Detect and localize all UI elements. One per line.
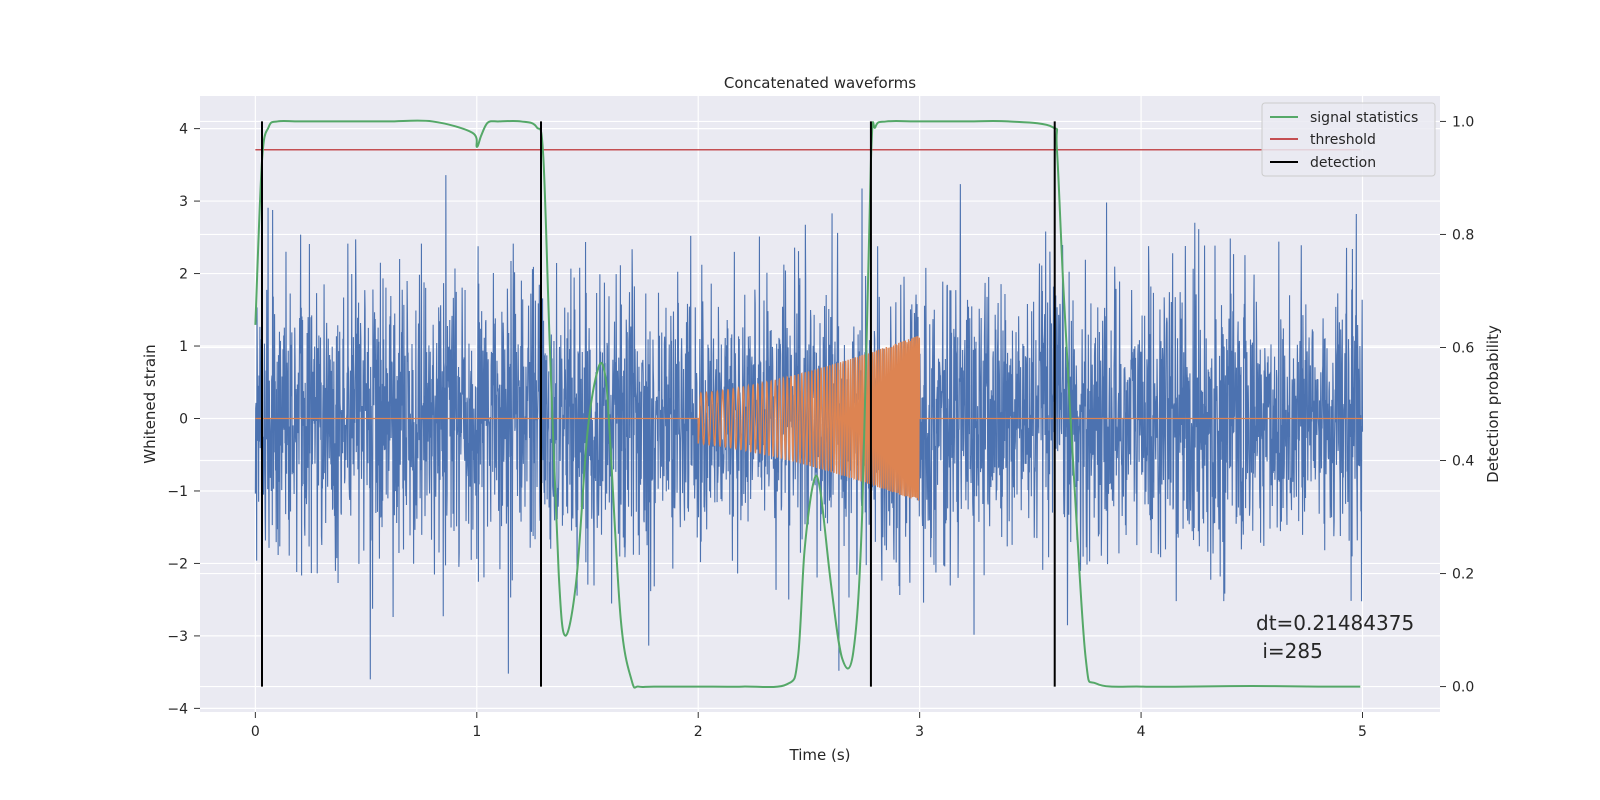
- legend: signal statistics threshold detection: [1261, 102, 1436, 177]
- x-tick-label: 3: [915, 724, 924, 740]
- y-left-tick-label: 4: [179, 122, 188, 138]
- x-tick-label: 4: [1137, 724, 1146, 740]
- y-right-tick-label: 0.0: [1452, 680, 1474, 696]
- annotation-dt: dt=0.21484375: [1256, 611, 1414, 635]
- annotation-i: i=285: [1256, 639, 1323, 663]
- y-right-tick-label: 1.0: [1452, 114, 1474, 130]
- y-left-tick-label: −4: [167, 701, 188, 717]
- y-left-tick-label: −3: [167, 629, 188, 645]
- signal-statistics-line: [254, 119, 1361, 689]
- legend-label-threshold: threshold: [1310, 132, 1376, 148]
- y-left-tick-label: −1: [167, 484, 188, 500]
- x-tick-label: 5: [1358, 724, 1367, 740]
- y-left-tick-label: −2: [167, 556, 188, 572]
- y-left-tick-label: 3: [179, 194, 188, 210]
- strain-series: [254, 175, 1364, 680]
- x-tick-label: 1: [472, 724, 481, 740]
- y-left-tick-label: 0: [179, 411, 188, 427]
- y-right-tick-label: 0.4: [1452, 454, 1474, 470]
- y-left-tick-label: 1: [179, 339, 188, 355]
- plot-series: [254, 119, 1364, 689]
- x-tick-label: 0: [251, 724, 260, 740]
- legend-label-signal-statistics: signal statistics: [1310, 110, 1418, 126]
- y-axis-label-right: Detection probability: [1484, 325, 1502, 483]
- y-left-tick-label: 2: [179, 267, 188, 283]
- y-right-tick-label: 0.6: [1452, 340, 1474, 356]
- chart-title: Concatenated waveforms: [724, 74, 916, 92]
- y-axis-label-left: Whitened strain: [141, 344, 159, 463]
- legend-box: [1261, 102, 1436, 177]
- x-axis-label: Time (s): [789, 746, 851, 764]
- y-right-tick-label: 0.8: [1452, 227, 1474, 243]
- waveform-series: [255, 336, 1363, 501]
- x-tick-label: 2: [694, 724, 703, 740]
- legend-label-detection: detection: [1310, 155, 1376, 171]
- annotation: dt=0.21484375 i=285: [1256, 611, 1414, 663]
- axis-ticks: 0 1 2 3 4 5 4 3 2 1 0 −1 −2 −3 −4 1.0 0.8 0.6 0.4 0.2 0.0: [167, 114, 1474, 740]
- y-right-tick-label: 0.2: [1452, 567, 1474, 583]
